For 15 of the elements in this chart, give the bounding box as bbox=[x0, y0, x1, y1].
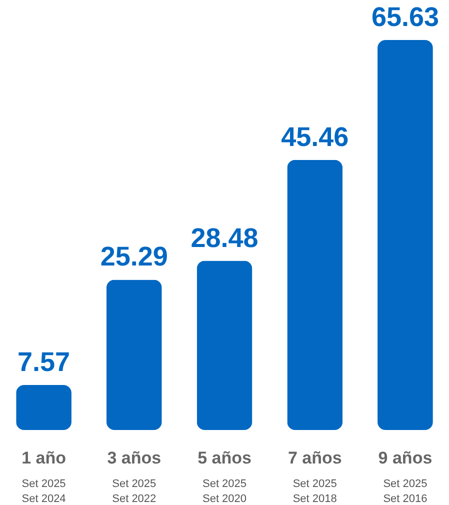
data-label: 25.29 bbox=[100, 242, 168, 272]
bar bbox=[106, 280, 162, 430]
data-label: 7.57 bbox=[18, 347, 70, 378]
bar bbox=[16, 385, 72, 430]
category-label: 1 año Set 2025 Set 2024 bbox=[22, 448, 66, 505]
bar bbox=[287, 160, 343, 430]
bar bbox=[378, 40, 433, 430]
bar bbox=[196, 260, 252, 430]
data-label: 28.48 bbox=[190, 222, 258, 253]
data-label: 65.63 bbox=[371, 2, 440, 32]
category-label: 9 años Set 2025 Set 2016 bbox=[378, 448, 432, 505]
category-label: 5 años Set 2025 Set 2020 bbox=[198, 448, 252, 505]
data-label: 45.46 bbox=[281, 122, 349, 152]
category-label: 7 años Set 2025 Set 2018 bbox=[288, 448, 342, 505]
category-label: 3 años Set 2025 Set 2022 bbox=[107, 448, 162, 505]
